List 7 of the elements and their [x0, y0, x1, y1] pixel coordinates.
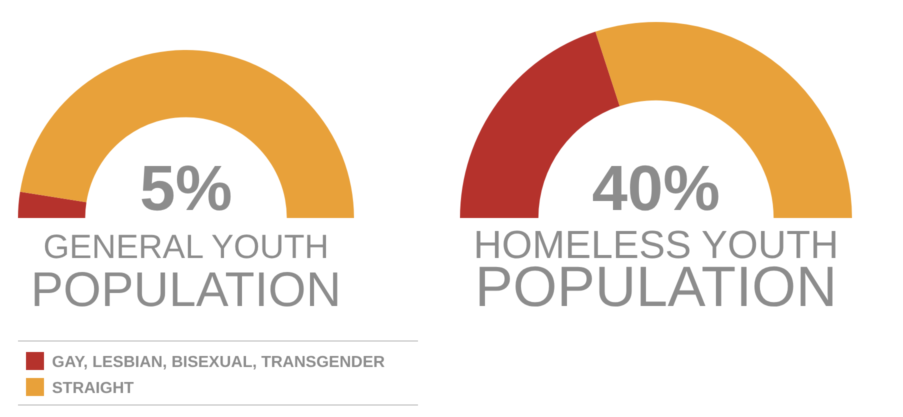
text: 40%: [592, 152, 720, 224]
text: 5%: [140, 152, 232, 224]
text: HOMELESS YOUTH: [473, 224, 839, 267]
text: GENERAL YOUTH: [43, 229, 329, 266]
text: POPULATION: [30, 263, 342, 317]
legend-label: STRAIGHT: [52, 380, 134, 397]
legend-label: GAY, LESBIAN, BISEXUAL, TRANSGENDER: [52, 354, 386, 371]
